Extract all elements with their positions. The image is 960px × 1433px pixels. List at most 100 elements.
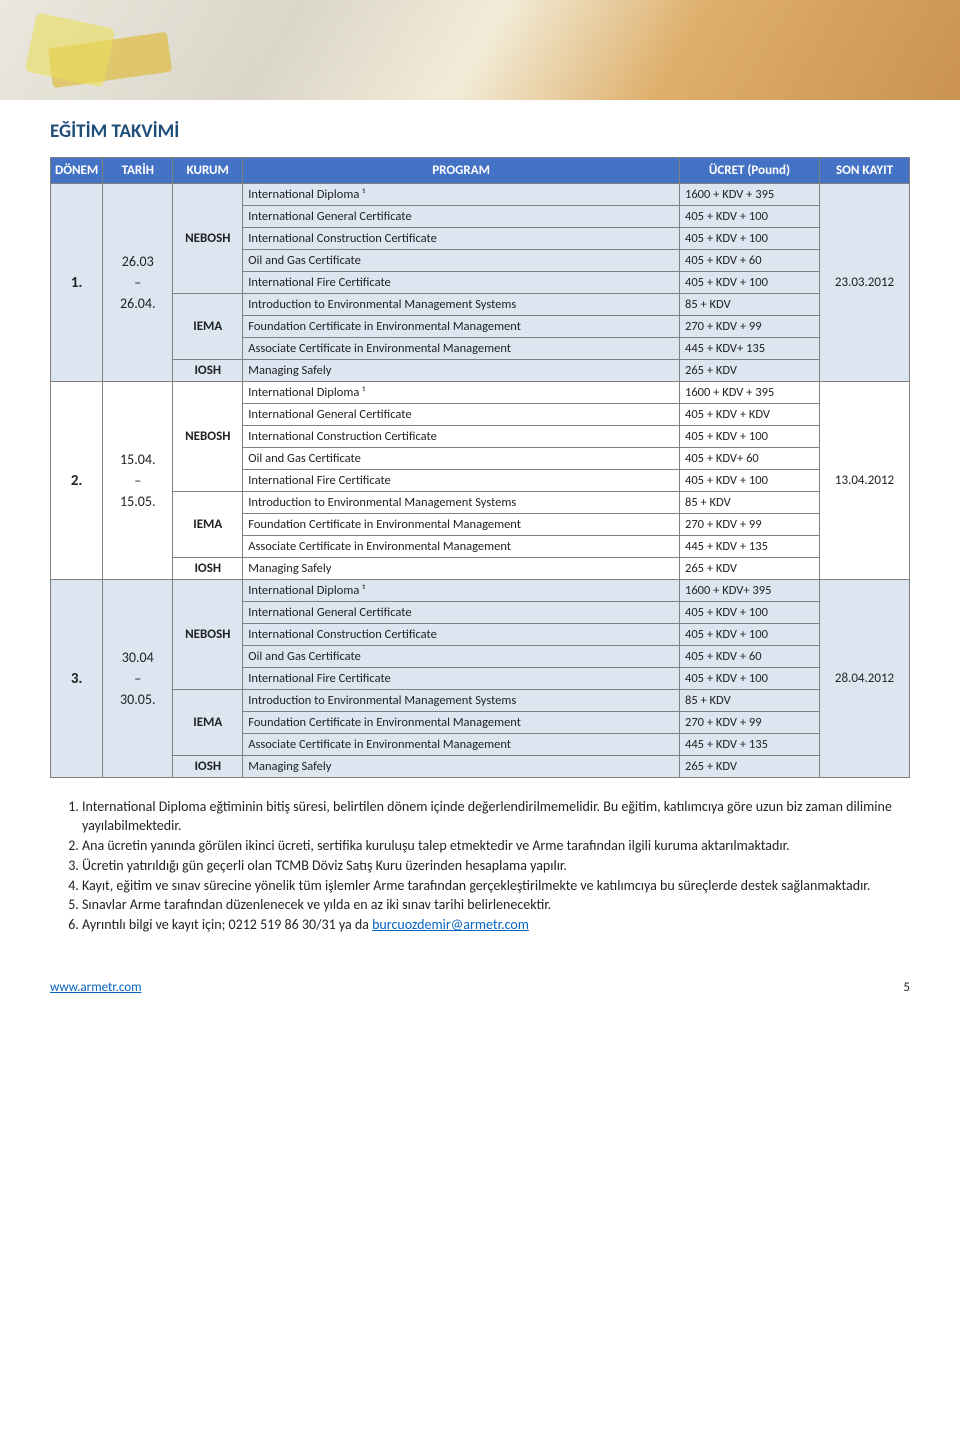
program-name: International Construction Certificate bbox=[243, 624, 680, 646]
schedule-table: DÖNEM TARİH KURUM PROGRAM ÜCRET (Pound) … bbox=[50, 157, 910, 778]
program-name: Associate Certificate in Environmental M… bbox=[243, 536, 680, 558]
program-name: Managing Safely bbox=[243, 756, 680, 778]
note-item: Kayıt, eğitim ve sınav sürecine yönelik … bbox=[82, 877, 910, 896]
th-son: SON KAYIT bbox=[820, 158, 910, 184]
program-name: Foundation Certificate in Environmental … bbox=[243, 712, 680, 734]
program-price: 85 + KDV bbox=[680, 294, 820, 316]
table-row: 1.26.03–26.04.NEBOSHInternational Diplom… bbox=[51, 184, 910, 206]
program-price: 405 + KDV + 60 bbox=[680, 250, 820, 272]
note-item: Ana ücretin yanında görülen ikinci ücret… bbox=[82, 837, 910, 856]
table-row: IEMAIntroduction to Environmental Manage… bbox=[51, 294, 910, 316]
note-text: Ayrıntılı bilgi ve kayıt için; 0212 519 … bbox=[82, 916, 372, 933]
page-footer: www.armetr.com 5 bbox=[0, 966, 960, 1015]
th-program: PROGRAM bbox=[243, 158, 680, 184]
table-row: IEMAIntroduction to Environmental Manage… bbox=[51, 492, 910, 514]
program-price: 405 + KDV + 100 bbox=[680, 206, 820, 228]
program-price: 405 + KDV + 100 bbox=[680, 668, 820, 690]
contact-email-link[interactable]: burcuozdemir@armetr.com bbox=[372, 916, 529, 933]
program-price: 85 + KDV bbox=[680, 492, 820, 514]
notes-list: International Diploma eğtiminin bitiş sü… bbox=[50, 798, 910, 935]
program-price: 270 + KDV + 99 bbox=[680, 514, 820, 536]
org-name: IEMA bbox=[173, 492, 243, 558]
program-name: Oil and Gas Certificate bbox=[243, 448, 680, 470]
program-price: 445 + KDV + 135 bbox=[680, 536, 820, 558]
table-header-row: DÖNEM TARİH KURUM PROGRAM ÜCRET (Pound) … bbox=[51, 158, 910, 184]
org-name: IEMA bbox=[173, 294, 243, 360]
program-price: 405 + KDV+ 60 bbox=[680, 448, 820, 470]
period-number: 2. bbox=[51, 382, 103, 580]
note-item: Ücretin yatırıldığı gün geçerli olan TCM… bbox=[82, 857, 910, 876]
registration-deadline: 23.03.2012 bbox=[820, 184, 910, 382]
program-price: 1600 + KDV+ 395 bbox=[680, 580, 820, 602]
program-price: 1600 + KDV + 395 bbox=[680, 382, 820, 404]
program-name: International General Certificate bbox=[243, 602, 680, 624]
program-price: 85 + KDV bbox=[680, 690, 820, 712]
org-name: NEBOSH bbox=[173, 382, 243, 492]
program-name: Introduction to Environmental Management… bbox=[243, 492, 680, 514]
table-row: IOSHManaging Safely265 + KDV bbox=[51, 558, 910, 580]
program-name: International Diploma ¹ bbox=[243, 580, 680, 602]
th-tarih: TARİH bbox=[103, 158, 173, 184]
org-name: IOSH bbox=[173, 360, 243, 382]
program-price: 405 + KDV + 100 bbox=[680, 228, 820, 250]
table-row: IOSHManaging Safely265 + KDV bbox=[51, 756, 910, 778]
program-price: 265 + KDV bbox=[680, 558, 820, 580]
program-price: 445 + KDV + 135 bbox=[680, 734, 820, 756]
program-price: 445 + KDV+ 135 bbox=[680, 338, 820, 360]
program-name: Associate Certificate in Environmental M… bbox=[243, 338, 680, 360]
th-donem: DÖNEM bbox=[51, 158, 103, 184]
period-number: 1. bbox=[51, 184, 103, 382]
table-row: 2.15.04.–15.05.NEBOSHInternational Diplo… bbox=[51, 382, 910, 404]
program-price: 265 + KDV bbox=[680, 360, 820, 382]
note-item: International Diploma eğtiminin bitiş sü… bbox=[82, 798, 910, 836]
program-name: Foundation Certificate in Environmental … bbox=[243, 514, 680, 536]
program-price: 405 + KDV + 100 bbox=[680, 602, 820, 624]
org-name: IOSH bbox=[173, 558, 243, 580]
period-number: 3. bbox=[51, 580, 103, 778]
program-name: International Construction Certificate bbox=[243, 426, 680, 448]
program-name: International Diploma ¹ bbox=[243, 382, 680, 404]
program-name: International Fire Certificate bbox=[243, 272, 680, 294]
program-price: 405 + KDV + 100 bbox=[680, 272, 820, 294]
program-price: 270 + KDV + 99 bbox=[680, 316, 820, 338]
program-price: 405 + KDV + KDV bbox=[680, 404, 820, 426]
header-banner bbox=[0, 0, 960, 100]
program-name: International General Certificate bbox=[243, 206, 680, 228]
program-price: 1600 + KDV + 395 bbox=[680, 184, 820, 206]
program-name: Foundation Certificate in Environmental … bbox=[243, 316, 680, 338]
program-name: International Fire Certificate bbox=[243, 668, 680, 690]
table-row: IEMAIntroduction to Environmental Manage… bbox=[51, 690, 910, 712]
footer-url[interactable]: www.armetr.com bbox=[50, 980, 141, 995]
program-name: International Construction Certificate bbox=[243, 228, 680, 250]
program-name: Managing Safely bbox=[243, 558, 680, 580]
registration-deadline: 13.04.2012 bbox=[820, 382, 910, 580]
page-title: EĞİTİM TAKVİMİ bbox=[50, 120, 910, 143]
program-name: Oil and Gas Certificate bbox=[243, 250, 680, 272]
org-name: NEBOSH bbox=[173, 580, 243, 690]
program-name: International Fire Certificate bbox=[243, 470, 680, 492]
program-name: Introduction to Environmental Management… bbox=[243, 690, 680, 712]
program-name: International Diploma ¹ bbox=[243, 184, 680, 206]
program-price: 270 + KDV + 99 bbox=[680, 712, 820, 734]
period-dates: 26.03–26.04. bbox=[103, 184, 173, 382]
period-dates: 30.04–30.05. bbox=[103, 580, 173, 778]
table-row: IOSHManaging Safely265 + KDV bbox=[51, 360, 910, 382]
org-name: IOSH bbox=[173, 756, 243, 778]
program-name: Oil and Gas Certificate bbox=[243, 646, 680, 668]
program-price: 405 + KDV + 60 bbox=[680, 646, 820, 668]
program-price: 265 + KDV bbox=[680, 756, 820, 778]
program-price: 405 + KDV + 100 bbox=[680, 470, 820, 492]
footer-page-number: 5 bbox=[903, 980, 910, 995]
note-item: Ayrıntılı bilgi ve kayıt için; 0212 519 … bbox=[82, 916, 910, 935]
period-dates: 15.04.–15.05. bbox=[103, 382, 173, 580]
th-ucret: ÜCRET (Pound) bbox=[680, 158, 820, 184]
table-row: 3.30.04–30.05.NEBOSHInternational Diplom… bbox=[51, 580, 910, 602]
registration-deadline: 28.04.2012 bbox=[820, 580, 910, 778]
program-price: 405 + KDV + 100 bbox=[680, 624, 820, 646]
program-name: Managing Safely bbox=[243, 360, 680, 382]
program-name: International General Certificate bbox=[243, 404, 680, 426]
org-name: IEMA bbox=[173, 690, 243, 756]
program-name: Introduction to Environmental Management… bbox=[243, 294, 680, 316]
th-kurum: KURUM bbox=[173, 158, 243, 184]
program-name: Associate Certificate in Environmental M… bbox=[243, 734, 680, 756]
